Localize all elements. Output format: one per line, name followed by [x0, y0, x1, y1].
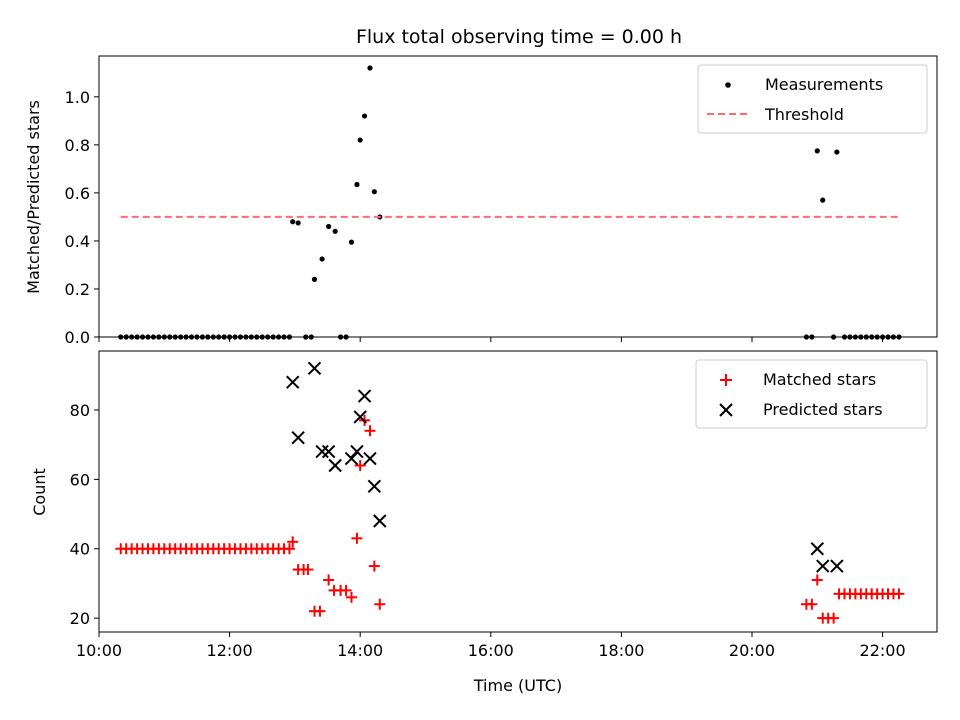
matched-stars-point — [283, 543, 295, 555]
measurements-point — [814, 148, 820, 154]
predicted-stars-point — [353, 410, 367, 424]
measurements-point — [295, 220, 301, 226]
matched-stars-point — [893, 588, 905, 600]
measurements-point — [290, 219, 296, 225]
ratio-y-tick-label: 0.6 — [65, 184, 90, 203]
ratio-y-axis-label: Matched/Predicted stars — [24, 100, 43, 294]
predicted-stars-point — [367, 479, 382, 494]
measurements-point — [332, 228, 338, 234]
predicted-stars-point — [810, 542, 824, 556]
counts-y-tick-label: 40 — [70, 540, 90, 559]
counts-axes-frame — [98, 350, 938, 633]
ratio-legend: Measurements Threshold — [697, 64, 928, 134]
counts-x-tick-label: 12:00 — [207, 641, 253, 660]
predicted-stars-point — [315, 444, 329, 459]
matched-stars-point — [351, 532, 363, 544]
predicted-stars-point — [373, 514, 387, 528]
predicted-stars-point — [344, 451, 359, 466]
matched-stars-point — [806, 598, 818, 610]
matched-legend-marker — [720, 374, 732, 386]
chart-title: Flux total observing time = 0.00 h — [356, 26, 682, 48]
measurements-point — [371, 189, 377, 195]
counts-y-axis-label: Count — [30, 468, 49, 516]
matched-stars-point — [828, 612, 840, 624]
counts-x-ticks: 10:00 12:00 14:00 16:00 18:00 20:00 22:00 — [76, 632, 906, 660]
counts-y-tick-label: 20 — [70, 609, 90, 628]
ratio-y-tick-label: 0.8 — [65, 136, 90, 155]
measurements-legend-marker — [725, 82, 731, 88]
ratio-y-tick-label: 0.4 — [65, 232, 90, 251]
measurements-legend-label: Measurements — [765, 75, 883, 94]
threshold-legend-label: Threshold — [764, 105, 844, 124]
ratio-legend-box — [697, 64, 928, 134]
measurements-point — [319, 256, 325, 262]
matched-legend-label: Matched stars — [763, 370, 876, 389]
measurements-point — [311, 276, 318, 282]
matched-stars-point — [811, 574, 823, 586]
measurements-point — [357, 137, 363, 143]
predicted-stars-point — [321, 444, 336, 459]
matched-stars-point — [287, 536, 299, 548]
ratio-y-tick-label: 1.0 — [65, 88, 90, 107]
measurements-point — [348, 239, 355, 245]
counts-marks — [115, 361, 905, 624]
measurements-point — [361, 113, 368, 119]
predicted-stars-point — [328, 458, 342, 473]
matched-stars-point — [345, 591, 357, 603]
counts-x-tick-label: 14:00 — [337, 641, 383, 660]
counts-legend-box — [695, 359, 928, 429]
predicted-stars-point — [357, 389, 372, 403]
matched-stars-point — [354, 459, 366, 471]
counts-x-tick-label: 20:00 — [729, 641, 775, 660]
predicted-stars-point — [363, 451, 377, 466]
measurements-point — [354, 181, 360, 188]
counts-y-ticks: 20 40 60 80 — [70, 401, 99, 628]
measurements-point — [326, 223, 332, 230]
ratio-axes-frame — [98, 55, 938, 338]
matched-stars-point — [368, 560, 380, 572]
measurements-point — [820, 197, 826, 203]
predicted-legend-label: Predicted stars — [763, 400, 883, 419]
counts-x-tick-label: 16:00 — [468, 641, 514, 660]
matched-stars-point — [374, 598, 386, 610]
predicted-stars-point — [830, 559, 844, 573]
matched-stars-point — [340, 584, 352, 596]
counts-x-tick-label: 18:00 — [598, 641, 644, 660]
measurements-point — [367, 65, 373, 71]
ratio-y-tick-label: 0.2 — [65, 280, 90, 299]
predicted-stars-point — [286, 375, 300, 389]
predicted-legend-marker — [719, 403, 733, 417]
ratio-y-ticks: 0.0 0.2 0.4 0.6 0.8 1.0 — [65, 88, 99, 347]
matched-stars-point — [314, 605, 326, 617]
counts-y-tick-label: 60 — [70, 470, 90, 489]
matched-stars-point — [323, 574, 335, 586]
measurements-point — [834, 149, 840, 155]
counts-y-tick-label: 80 — [70, 401, 90, 420]
counts-legend: Matched stars Predicted stars — [695, 359, 928, 429]
x-axis-label: Time (UTC) — [473, 676, 562, 695]
predicted-stars-point — [291, 431, 305, 445]
predicted-stars-point — [816, 559, 830, 573]
ratio-y-tick-label: 0.0 — [65, 328, 90, 347]
counts-x-tick-label: 22:00 — [860, 641, 906, 660]
ratio-x-ticks — [98, 337, 884, 342]
counts-panel: 20 40 60 80 10:00 12:00 14:00 16:00 18:00 20:00 2… — [30, 350, 938, 695]
predicted-stars-point — [307, 361, 322, 376]
matched-stars-point — [364, 425, 376, 437]
counts-x-tick-label: 10:00 — [76, 641, 122, 660]
matched-ratio-panel: 0.0 0.2 0.4 0.6 0.8 1.0 Matched/Predicted sta… — [24, 55, 938, 347]
predicted-stars-point — [350, 444, 364, 459]
matched-stars-point — [302, 564, 314, 576]
